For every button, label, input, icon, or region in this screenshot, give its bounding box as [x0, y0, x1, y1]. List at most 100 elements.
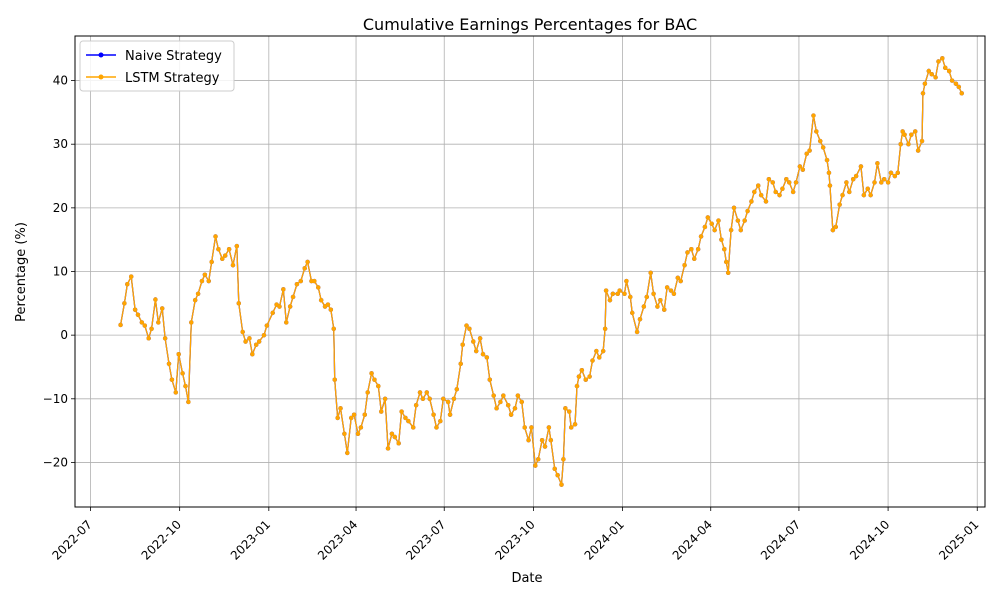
- data-point: [853, 173, 859, 179]
- data-point: [372, 377, 377, 382]
- data-point: [644, 294, 649, 300]
- data-point: [406, 418, 411, 424]
- data-point: [176, 352, 181, 357]
- data-point: [745, 208, 750, 214]
- data-point: [689, 247, 694, 252]
- data-point: [431, 412, 436, 417]
- legend-box: [79, 40, 235, 92]
- data-point: [494, 406, 499, 411]
- data-point: [797, 164, 803, 169]
- data-point: [458, 361, 463, 366]
- data-point: [264, 323, 270, 328]
- data-point: [281, 287, 286, 292]
- data-point: [349, 415, 354, 421]
- data-point: [389, 431, 395, 436]
- data-point: [722, 247, 727, 252]
- data-point: [800, 167, 806, 172]
- series-layer: [118, 56, 964, 487]
- data-point: [879, 180, 884, 185]
- data-point: [735, 218, 741, 223]
- data-point: [702, 224, 708, 230]
- y-tick-label: 30: [53, 137, 68, 151]
- data-point: [240, 329, 245, 335]
- data-point: [872, 180, 877, 185]
- data-point: [331, 326, 336, 331]
- data-point: [477, 336, 483, 341]
- data-point: [607, 297, 613, 303]
- data-point: [351, 412, 357, 417]
- data-point: [345, 450, 350, 456]
- data-point: [814, 129, 819, 134]
- data-point: [770, 180, 775, 185]
- data-point: [959, 91, 964, 96]
- data-point: [512, 406, 518, 411]
- data-point: [376, 383, 381, 389]
- data-point: [515, 393, 521, 398]
- data-point: [888, 170, 894, 176]
- data-point: [451, 396, 457, 401]
- data-point: [716, 218, 721, 223]
- data-point: [658, 297, 663, 303]
- data-point: [254, 342, 259, 347]
- data-point: [199, 278, 205, 284]
- data-point: [529, 425, 534, 430]
- data-point: [491, 393, 496, 398]
- data-point: [773, 189, 778, 195]
- data-point: [125, 282, 130, 287]
- data-point: [284, 320, 289, 325]
- data-point: [678, 278, 683, 284]
- data-point: [784, 177, 789, 182]
- data-point: [156, 320, 161, 325]
- data-point: [441, 396, 446, 401]
- data-point: [906, 142, 911, 147]
- data-point: [610, 291, 616, 296]
- data-point: [587, 374, 592, 379]
- data-point: [752, 189, 757, 195]
- data-point: [548, 437, 554, 443]
- data-point: [223, 253, 228, 258]
- data-point: [671, 291, 677, 296]
- data-point: [574, 383, 580, 389]
- data-point: [305, 259, 310, 265]
- data-point: [651, 291, 656, 296]
- data-point: [851, 177, 856, 182]
- data-point: [662, 307, 667, 312]
- data-point: [142, 323, 147, 328]
- data-point: [568, 425, 574, 430]
- data-point: [892, 173, 898, 179]
- data-point: [202, 272, 208, 277]
- data-point: [567, 409, 572, 414]
- data-point: [555, 472, 560, 478]
- data-point: [230, 262, 236, 268]
- data-point: [236, 301, 241, 306]
- data-point: [552, 466, 557, 472]
- data-point: [756, 183, 761, 188]
- y-tick-label: 10: [53, 265, 68, 279]
- legend-label-naive: Naive Strategy: [125, 49, 222, 64]
- data-point: [328, 307, 334, 312]
- data-point: [709, 221, 714, 226]
- data-point: [675, 275, 680, 281]
- data-point: [712, 227, 717, 233]
- data-point: [226, 247, 232, 252]
- data-point: [861, 192, 867, 198]
- data-point: [641, 304, 647, 309]
- data-point: [804, 151, 809, 156]
- data-point: [382, 396, 388, 401]
- data-point: [837, 202, 842, 207]
- y-tick-label: 0: [60, 328, 68, 342]
- data-point: [522, 425, 527, 430]
- data-point: [209, 259, 214, 265]
- data-point: [464, 323, 469, 328]
- data-point: [655, 304, 660, 309]
- data-point: [539, 437, 545, 443]
- y-tick-label: 40: [53, 74, 68, 88]
- chart-title: Cumulative Earnings Percentages for BAC: [363, 15, 697, 34]
- data-point: [427, 396, 432, 401]
- data-point: [392, 434, 398, 440]
- data-point: [758, 192, 764, 198]
- data-point: [213, 234, 218, 239]
- data-point: [424, 390, 429, 395]
- data-point: [725, 270, 731, 275]
